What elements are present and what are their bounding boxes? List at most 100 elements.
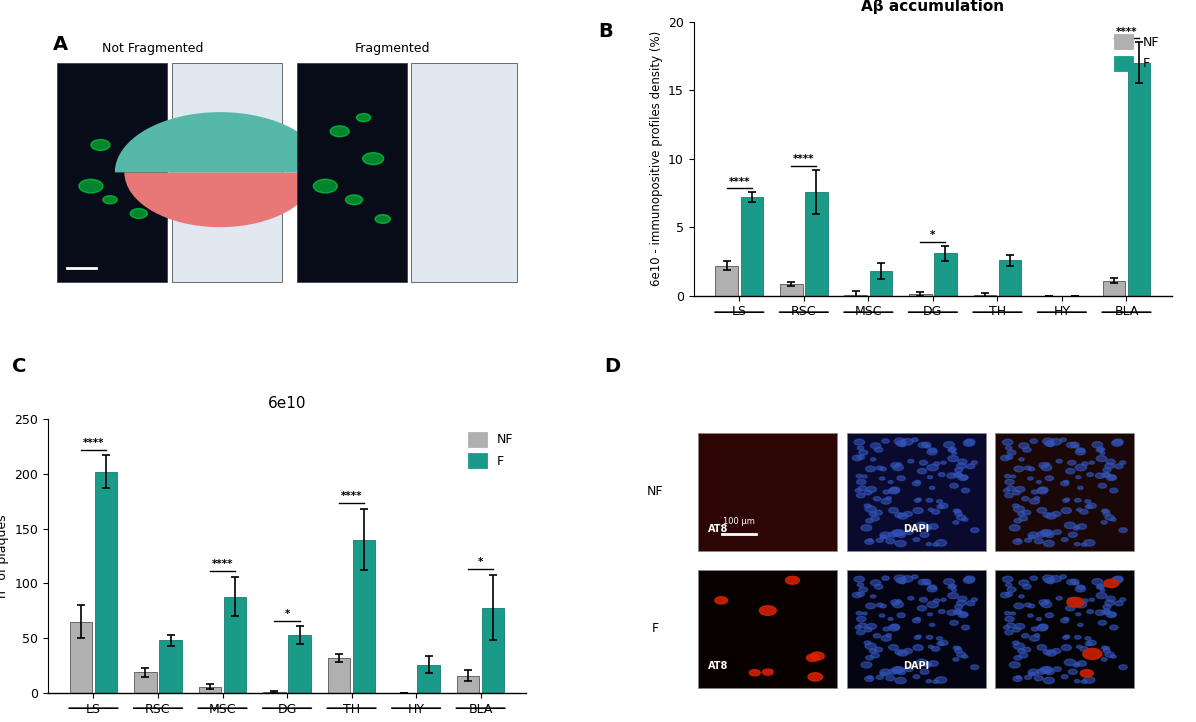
Circle shape [1106,459,1116,464]
Circle shape [927,526,932,529]
Circle shape [1044,440,1055,446]
Circle shape [1064,635,1069,638]
Circle shape [913,675,920,679]
Circle shape [1003,626,1009,630]
Circle shape [1062,636,1069,640]
Legend: NF, F: NF, F [1107,28,1166,77]
Circle shape [905,530,913,534]
Circle shape [915,617,921,620]
Circle shape [1051,511,1061,516]
Circle shape [1075,586,1086,592]
Bar [780,284,803,296]
Circle shape [928,448,936,453]
Circle shape [1115,464,1123,469]
Circle shape [1003,489,1009,492]
Bar [1128,63,1151,296]
Circle shape [1046,651,1056,656]
Circle shape [880,604,886,608]
Circle shape [1042,666,1052,673]
Circle shape [956,510,962,513]
Bar [328,658,350,693]
Circle shape [915,480,921,483]
Circle shape [879,614,885,617]
Text: AT8: AT8 [708,661,728,671]
Circle shape [811,652,824,660]
Circle shape [926,498,933,502]
Circle shape [1080,669,1093,677]
Circle shape [927,476,933,479]
Bar [94,471,117,693]
Circle shape [1061,481,1069,486]
Circle shape [1103,604,1111,609]
Text: D: D [604,357,620,376]
Circle shape [1105,652,1115,657]
Circle shape [865,677,874,682]
Circle shape [1097,456,1106,461]
Circle shape [891,600,899,605]
Circle shape [1029,672,1036,676]
Circle shape [926,445,930,448]
Circle shape [886,634,891,637]
Circle shape [1037,669,1045,674]
FancyBboxPatch shape [847,570,986,687]
Circle shape [856,474,862,478]
Circle shape [954,512,962,516]
Circle shape [1075,464,1086,471]
Circle shape [1104,473,1110,477]
Wedge shape [124,173,316,227]
Circle shape [1113,439,1123,445]
Circle shape [1015,487,1025,492]
Circle shape [867,624,877,629]
Circle shape [869,649,877,653]
Circle shape [950,484,958,488]
Circle shape [1037,508,1046,513]
Circle shape [808,673,823,681]
Bar [134,672,157,693]
Circle shape [911,575,919,578]
Circle shape [899,580,905,583]
Circle shape [103,196,117,204]
Circle shape [952,588,957,591]
Circle shape [927,464,938,471]
Circle shape [925,527,930,530]
Circle shape [953,658,959,661]
Circle shape [971,528,978,533]
Circle shape [858,446,864,450]
Circle shape [1013,506,1025,512]
Bar [869,271,892,296]
Circle shape [917,469,927,474]
Circle shape [1039,600,1048,605]
Circle shape [1085,500,1091,503]
FancyBboxPatch shape [698,570,837,687]
Circle shape [864,490,872,495]
FancyBboxPatch shape [411,63,517,282]
Circle shape [881,576,889,580]
Circle shape [897,600,902,603]
Text: AT8: AT8 [708,524,728,534]
Text: DAPI: DAPI [903,661,929,671]
FancyBboxPatch shape [172,63,282,282]
Circle shape [1025,675,1032,679]
Circle shape [1064,522,1075,529]
Circle shape [854,576,865,582]
Circle shape [932,510,940,514]
Circle shape [1085,637,1091,640]
Circle shape [1041,601,1051,608]
Circle shape [939,503,948,508]
Circle shape [1035,539,1043,544]
Circle shape [1106,612,1116,617]
Circle shape [871,458,875,461]
Circle shape [880,467,886,471]
Text: ****: **** [212,560,233,569]
Circle shape [871,595,875,598]
Circle shape [1104,579,1118,588]
Circle shape [962,488,970,493]
Circle shape [1103,468,1111,472]
Circle shape [874,448,883,452]
Bar [805,191,828,296]
Circle shape [858,592,865,596]
Circle shape [1006,592,1013,596]
Circle shape [1070,442,1079,447]
FancyBboxPatch shape [297,63,407,282]
Circle shape [898,651,908,656]
